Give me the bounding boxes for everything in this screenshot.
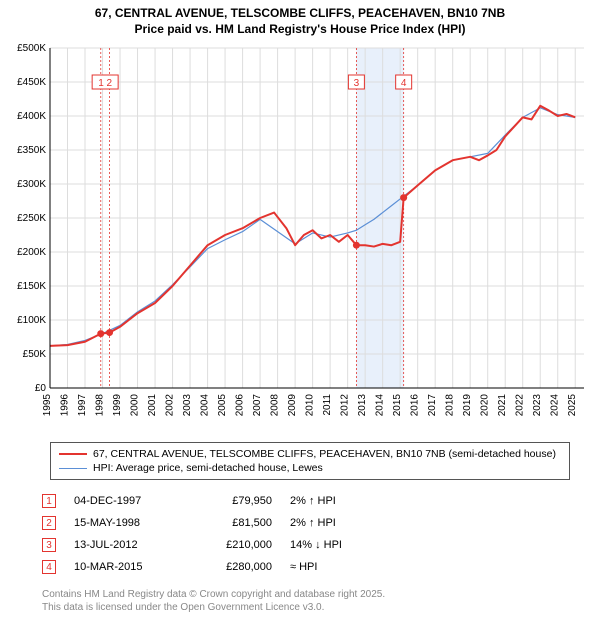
table-row: 2 15-MAY-1998 £81,500 2% ↑ HPI xyxy=(42,512,400,534)
svg-text:2013: 2013 xyxy=(357,394,368,417)
svg-text:£400K: £400K xyxy=(17,111,46,122)
svg-text:£50K: £50K xyxy=(23,349,47,360)
svg-text:1998: 1998 xyxy=(95,394,106,417)
footer-attribution: Contains HM Land Registry data © Crown c… xyxy=(42,588,385,614)
sale-date: 04-DEC-1997 xyxy=(74,495,174,507)
svg-text:2014: 2014 xyxy=(375,394,386,417)
sale-price: £280,000 xyxy=(192,561,272,573)
title-line2: Price paid vs. HM Land Registry's House … xyxy=(0,22,600,38)
svg-text:2009: 2009 xyxy=(287,394,298,417)
legend-swatch-property xyxy=(59,453,87,455)
chart-area: £0 £50K £100K £150K £200K £250K £300K £350K £400… xyxy=(8,42,592,432)
svg-text:£350K: £350K xyxy=(17,145,46,156)
sale-diff: ≈ HPI xyxy=(290,561,400,573)
sale-marker-1: 1 xyxy=(42,494,56,508)
svg-text:2012: 2012 xyxy=(340,394,351,417)
footer-line1: Contains HM Land Registry data © Crown c… xyxy=(42,588,385,601)
svg-text:2006: 2006 xyxy=(235,394,246,417)
legend-label-property: 67, CENTRAL AVENUE, TELSCOMBE CLIFFS, PE… xyxy=(93,448,556,460)
svg-text:2016: 2016 xyxy=(410,394,421,417)
svg-text:2021: 2021 xyxy=(497,394,508,417)
svg-text:2003: 2003 xyxy=(182,394,193,417)
svg-text:1996: 1996 xyxy=(60,394,71,417)
svg-text:2004: 2004 xyxy=(200,394,211,417)
svg-text:1999: 1999 xyxy=(112,394,123,417)
sale-date: 10-MAR-2015 xyxy=(74,561,174,573)
sale-price: £79,950 xyxy=(192,495,272,507)
sale-price: £81,500 xyxy=(192,517,272,529)
svg-text:2010: 2010 xyxy=(305,394,316,417)
chart-container: { "title_line1": "67, CENTRAL AVENUE, TE… xyxy=(0,0,600,620)
sale-date: 15-MAY-1998 xyxy=(74,517,174,529)
sale-marker-4: 4 xyxy=(42,560,56,574)
svg-text:2018: 2018 xyxy=(445,394,456,417)
sale-marker-3: 3 xyxy=(42,538,56,552)
svg-text:2015: 2015 xyxy=(392,394,403,417)
svg-text:2002: 2002 xyxy=(165,394,176,417)
svg-text:2019: 2019 xyxy=(462,394,473,417)
chart-title: 67, CENTRAL AVENUE, TELSCOMBE CLIFFS, PE… xyxy=(0,0,600,37)
svg-text:£100K: £100K xyxy=(17,315,46,326)
svg-text:£150K: £150K xyxy=(17,281,46,292)
svg-text:£500K: £500K xyxy=(17,43,46,54)
svg-text:£250K: £250K xyxy=(17,213,46,224)
svg-text:1997: 1997 xyxy=(77,394,88,417)
sale-date: 13-JUL-2012 xyxy=(74,539,174,551)
svg-text:2024: 2024 xyxy=(550,394,561,417)
svg-text:2011: 2011 xyxy=(322,394,333,416)
svg-text:2022: 2022 xyxy=(515,394,526,417)
svg-text:£0: £0 xyxy=(35,383,47,394)
legend-item-hpi: HPI: Average price, semi-detached house,… xyxy=(59,461,561,475)
svg-text:£300K: £300K xyxy=(17,179,46,190)
sale-diff: 14% ↓ HPI xyxy=(290,539,400,551)
svg-text:2020: 2020 xyxy=(480,394,491,417)
table-row: 4 10-MAR-2015 £280,000 ≈ HPI xyxy=(42,556,400,578)
svg-text:£200K: £200K xyxy=(17,247,46,258)
svg-text:3: 3 xyxy=(354,78,360,89)
table-row: 1 04-DEC-1997 £79,950 2% ↑ HPI xyxy=(42,490,400,512)
sale-price: £210,000 xyxy=(192,539,272,551)
svg-text:2023: 2023 xyxy=(532,394,543,417)
svg-text:2000: 2000 xyxy=(130,394,141,417)
svg-text:4: 4 xyxy=(401,78,407,89)
svg-text:£450K: £450K xyxy=(17,77,46,88)
svg-text:1 2: 1 2 xyxy=(98,78,112,89)
svg-text:2007: 2007 xyxy=(252,394,263,417)
footer-line2: This data is licensed under the Open Gov… xyxy=(42,601,385,614)
svg-text:2005: 2005 xyxy=(217,394,228,417)
table-row: 3 13-JUL-2012 £210,000 14% ↓ HPI xyxy=(42,534,400,556)
sales-table: 1 04-DEC-1997 £79,950 2% ↑ HPI 2 15-MAY-… xyxy=(42,490,400,578)
sale-marker-2: 2 xyxy=(42,516,56,530)
legend-label-hpi: HPI: Average price, semi-detached house,… xyxy=(93,462,323,474)
sale-diff: 2% ↑ HPI xyxy=(290,495,400,507)
svg-text:2001: 2001 xyxy=(147,394,158,417)
legend-item-property: 67, CENTRAL AVENUE, TELSCOMBE CLIFFS, PE… xyxy=(59,447,561,461)
title-line1: 67, CENTRAL AVENUE, TELSCOMBE CLIFFS, PE… xyxy=(0,6,600,22)
legend: 67, CENTRAL AVENUE, TELSCOMBE CLIFFS, PE… xyxy=(50,442,570,480)
svg-text:1995: 1995 xyxy=(42,394,53,417)
svg-text:2017: 2017 xyxy=(427,394,438,417)
chart-svg: £0 £50K £100K £150K £200K £250K £300K £350K £400… xyxy=(8,42,592,432)
legend-swatch-hpi xyxy=(59,468,87,469)
svg-text:2025: 2025 xyxy=(567,394,578,417)
svg-text:2008: 2008 xyxy=(270,394,281,417)
sale-diff: 2% ↑ HPI xyxy=(290,517,400,529)
